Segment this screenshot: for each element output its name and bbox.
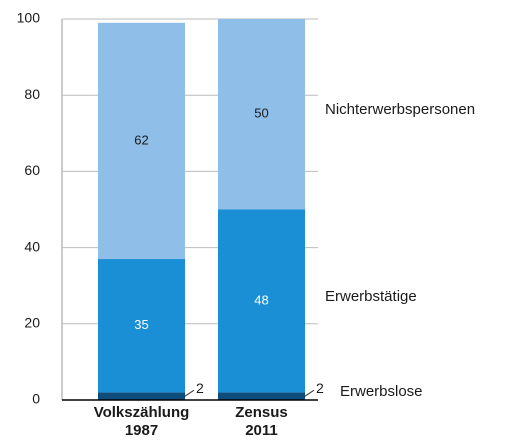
value-label: 35 xyxy=(134,317,148,332)
value-label: 2 xyxy=(196,380,204,396)
legend-label: Erwerbslose xyxy=(340,383,423,400)
y-tick-label: 60 xyxy=(24,162,40,178)
bar-segment xyxy=(98,22,185,260)
bar-segment xyxy=(98,392,185,400)
y-tick-label: 20 xyxy=(24,315,40,331)
y-tick-label: 40 xyxy=(24,238,40,254)
value-label: 50 xyxy=(254,106,268,121)
value-label: 2 xyxy=(316,380,324,396)
value-label: 48 xyxy=(254,292,268,307)
bar-segment xyxy=(218,209,305,393)
y-tick-label: 100 xyxy=(17,10,41,26)
legend-label: Nichterwerbspersonen xyxy=(325,101,475,118)
bar-segment xyxy=(218,392,305,400)
leader-line xyxy=(304,389,315,397)
leader-line xyxy=(184,389,195,397)
x-tick-label: Volkszählung xyxy=(94,404,190,421)
legend-label: Erwerbstätige xyxy=(325,288,417,305)
y-tick-label: 80 xyxy=(24,86,40,102)
value-label: 62 xyxy=(134,132,148,147)
x-tick-label: 2011 xyxy=(245,422,278,439)
bar-segment xyxy=(98,259,185,393)
x-tick-label: Zensus xyxy=(235,404,288,421)
y-tick-label: 0 xyxy=(32,391,40,407)
bar-segment xyxy=(218,19,305,210)
x-tick-label: 1987 xyxy=(125,422,158,439)
